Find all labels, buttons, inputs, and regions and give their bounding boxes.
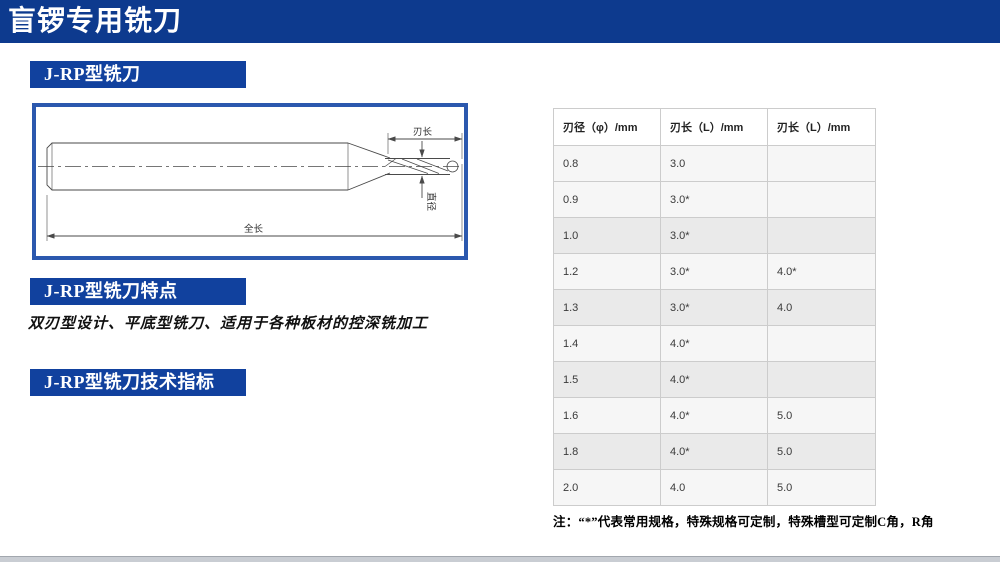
table-cell: 4.0 [767,289,876,326]
table-cell [767,217,876,254]
table-row: 1.6 4.0* 5.0 [553,397,876,434]
page-header: 盲锣专用铣刀 [0,0,1000,43]
column-header: 刃长（L）/mm [767,108,876,146]
table-cell: 3.0* [660,289,768,326]
footnote: 注：“*”代表常用规格，特殊规格可定制，特殊槽型可定制C角，R角 [553,515,934,529]
column-header: 刃长（L）/mm [660,108,768,146]
table-cell: 5.0 [767,433,876,470]
table-row: 0.8 3.0 [553,145,876,182]
cutter-flute-spirals [384,158,449,174]
table-cell: 2.0 [553,469,661,506]
table-cell: 4.0 [660,469,768,506]
table-row: 1.8 4.0* 5.0 [553,433,876,470]
dim-label-diameter: 直径 [425,192,437,212]
table-row: 1.3 3.0* 4.0 [553,289,876,326]
milling-cutter-diagram-svg: 刃长 直径 全长 [38,126,463,241]
spec-table: 刃径（φ）/mm 刃长（L）/mm 刃长（L）/mm 0.8 3.0 0.9 3.0* 1.… [553,108,876,506]
table-cell: 3.0* [660,181,768,218]
spec-table-head: 刃径（φ）/mm 刃长（L）/mm 刃长（L）/mm [553,108,876,146]
table-row: 1.4 4.0* [553,325,876,362]
spec-table-header-row: 刃径（φ）/mm 刃长（L）/mm 刃长（L）/mm [553,108,876,146]
milling-cutter-drawing: 刃长 直径 全长 [32,103,468,260]
section-label-features-text: J-RP型铣刀特点 [44,281,178,301]
section-label-model: J-RP型铣刀 [30,61,246,88]
table-row: 1.0 3.0* [553,217,876,254]
dim-label-total-length: 全长 [244,223,264,235]
section-label-features: J-RP型铣刀特点 [30,278,246,305]
cutter-tip-ball [446,160,459,173]
table-cell: 5.0 [767,469,876,506]
table-cell: 1.2 [553,253,661,290]
table-cell [767,325,876,362]
table-cell: 3.0* [660,253,768,290]
table-cell [767,181,876,218]
table-cell [767,361,876,398]
table-cell: 1.0 [553,217,661,254]
table-cell: 4.0* [660,361,768,398]
table-cell: 4.0* [767,253,876,290]
cutter-shank-outline [46,142,348,191]
table-cell: 3.0* [660,217,768,254]
table-cell: 0.8 [553,145,661,182]
section-label-specs-text: J-RP型铣刀技术指标 [44,372,215,392]
table-cell: 1.8 [553,433,661,470]
table-cell: 4.0* [660,325,768,362]
cutter-taper-lines [347,142,391,191]
table-cell [767,145,876,182]
table-cell: 3.0 [660,145,768,182]
table-row: 2.0 4.0 5.0 [553,469,876,506]
column-header: 刃径（φ）/mm [553,108,661,146]
features-description: 双刃型设计、平底型铣刀、适用于各种板材的控深铣加工 [28,316,429,332]
table-cell: 1.5 [553,361,661,398]
table-row: 1.2 3.0* 4.0* [553,253,876,290]
horizontal-scrollbar[interactable] [0,556,1000,562]
spec-table-container: 刃径（φ）/mm 刃长（L）/mm 刃长（L）/mm 0.8 3.0 0.9 3.0* 1.… [553,108,876,506]
page-title: 盲锣专用铣刀 [8,6,183,37]
section-label-specs: J-RP型铣刀技术指标 [30,369,246,396]
dim-label-blade-length: 刃长 [413,126,433,138]
table-cell: 4.0* [660,397,768,434]
table-cell: 1.6 [553,397,661,434]
table-cell: 4.0* [660,433,768,470]
table-cell: 1.3 [553,289,661,326]
spec-table-body: 0.8 3.0 0.9 3.0* 1.0 3.0* 1.2 3.0* 4.0* 1.3 3.0* 4.… [553,145,876,506]
table-row: 0.9 3.0* [553,181,876,218]
table-cell: 5.0 [767,397,876,434]
table-cell: 1.4 [553,325,661,362]
table-cell: 0.9 [553,181,661,218]
table-row: 1.5 4.0* [553,361,876,398]
section-label-model-text: J-RP型铣刀 [44,64,141,84]
